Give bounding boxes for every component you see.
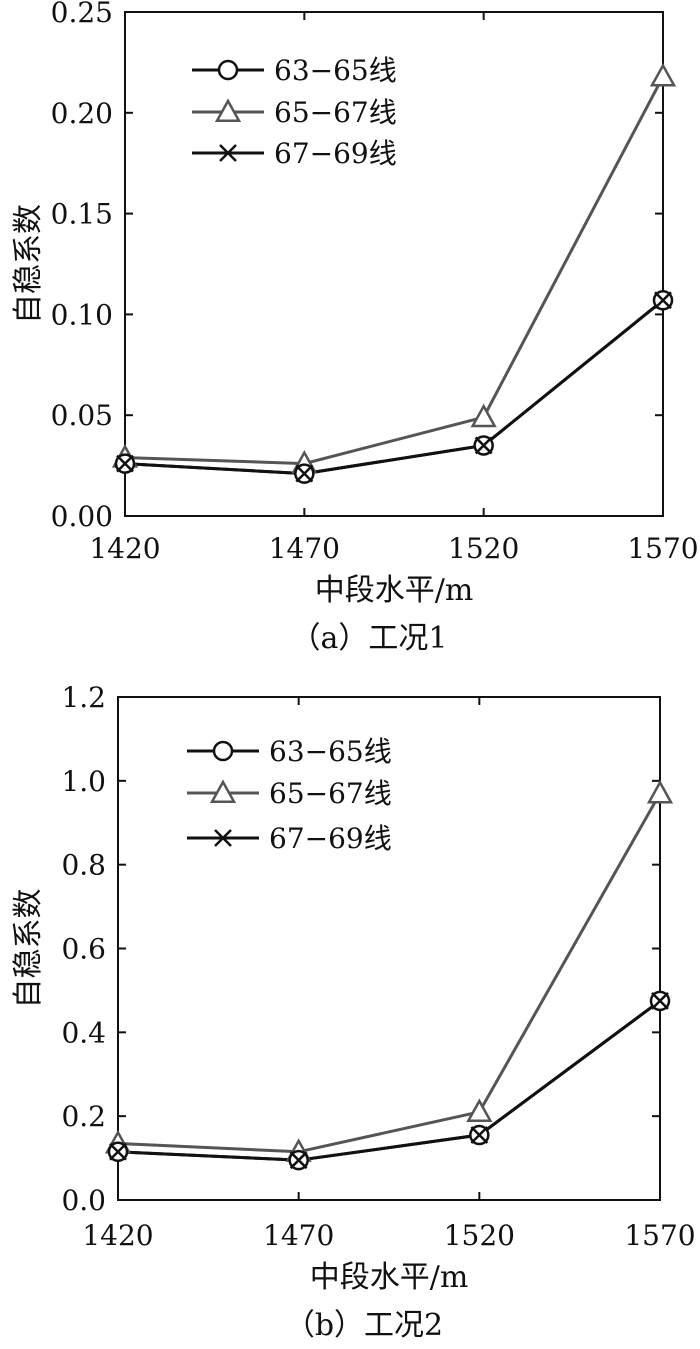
y-tick-label: 0.6 (61, 933, 106, 966)
legend-marker (214, 98, 242, 123)
x-tick-label: 1470 (263, 1219, 334, 1252)
legend-label: 67−69线 (269, 822, 392, 855)
series-line-0 (124, 299, 664, 476)
y-axis-label: 自稳系数 (11, 204, 46, 324)
legend-label: 65−67线 (274, 96, 397, 129)
y-axis-label: 自稳系数 (11, 889, 46, 1009)
x-tick-label: 1420 (82, 1219, 153, 1252)
legend-label: 67−69线 (274, 137, 397, 170)
y-tick-label: 0.05 (51, 399, 113, 432)
legend-marker (219, 144, 237, 162)
y-tick-label: 0.0 (61, 1184, 106, 1217)
data-point-series-1 (470, 403, 497, 428)
data-point-series-1 (466, 1098, 493, 1123)
series-line-2 (124, 299, 664, 476)
legend-marker (217, 59, 239, 81)
series-line-0 (117, 999, 661, 1162)
x-axis-label: 中段水平/m (310, 1260, 469, 1295)
chart-panel-b: 1420 1470 1520 1570 0.0 0.2 0.4 0.6 0.8 1.0 1.2 自稳系… (11, 681, 696, 1343)
legend-label: 63−65线 (269, 735, 392, 768)
data-point-series-2 (295, 464, 314, 483)
data-point-series-2 (116, 454, 134, 473)
x-tick-label: 1420 (89, 532, 160, 565)
series-line-2 (117, 999, 661, 1162)
x-axis-label: 中段水平/m (315, 573, 474, 608)
legend-label: 65−67线 (269, 777, 392, 810)
y-tick-label: 0.4 (61, 1016, 106, 1049)
data-point-series-2 (289, 1151, 308, 1170)
chart-caption: （b）工况2 (285, 1308, 443, 1343)
plot-frame (124, 11, 664, 517)
data-point-series-2 (470, 1126, 489, 1144)
y-tick-label: 0.10 (51, 298, 113, 331)
x-tick-label: 1570 (624, 1219, 695, 1252)
y-tick-label: 0.8 (61, 849, 106, 882)
legend-marker (214, 829, 232, 847)
y-tick-label: 1.2 (61, 681, 106, 714)
x-tick-label: 1520 (448, 532, 519, 565)
series-line-1 (117, 792, 662, 1154)
data-point-series-2 (654, 291, 672, 310)
legend-marker (212, 740, 234, 762)
y-tick-label: 0.20 (51, 97, 113, 130)
y-tick-label: 0.25 (51, 0, 113, 29)
y-tick-label: 0.2 (61, 1100, 106, 1133)
legend-label: 63−65线 (274, 54, 397, 87)
y-tick-label: 0.15 (51, 198, 113, 231)
plot-frame (117, 696, 661, 1201)
y-tick-label: 1.0 (61, 765, 106, 798)
data-point-series-1 (646, 779, 674, 804)
legend-marker (209, 779, 237, 804)
y-tick-label: 0.00 (51, 500, 113, 533)
x-tick-label: 1470 (269, 532, 340, 565)
x-tick-label: 1570 (627, 532, 698, 565)
data-point-series-2 (474, 436, 493, 455)
chart-panel-a: 1420 1470 1520 1570 0.00 0.05 0.10 0.15 0.20 0.25… (11, 0, 699, 656)
data-point-series-2 (651, 992, 669, 1010)
data-point-series-1 (649, 62, 677, 87)
x-tick-label: 1520 (444, 1219, 515, 1252)
series-line-1 (124, 75, 665, 466)
chart-caption: （a）工况1 (291, 621, 448, 656)
data-point-series-2 (109, 1142, 127, 1161)
